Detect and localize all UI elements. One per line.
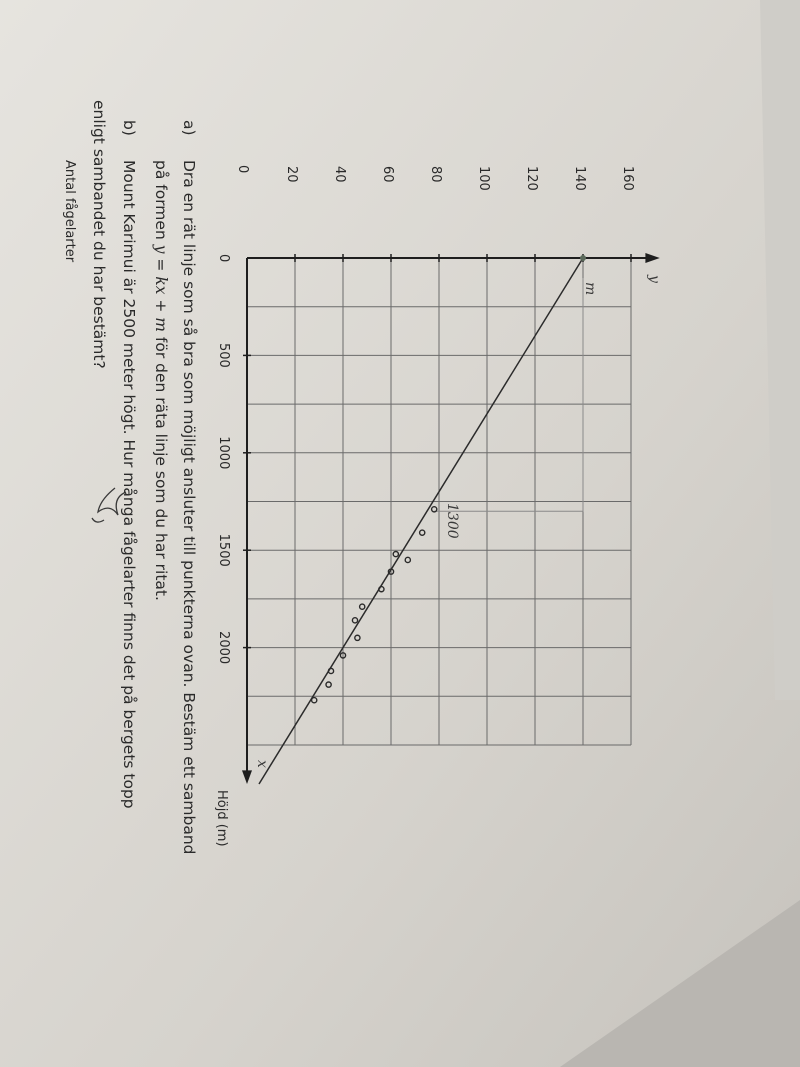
question-a-line2-pre: på formen (152, 160, 170, 245)
background-surface (560, 900, 800, 1067)
x-axis-label: Höjd (m) (214, 790, 229, 847)
formula-plus: + (152, 294, 170, 317)
chart-grid (247, 258, 632, 746)
handwritten-check-icon (91, 487, 127, 523)
data-point (404, 556, 412, 564)
formula-eq: = (152, 253, 170, 276)
data-point (339, 652, 347, 659)
x-axis-letter: x (254, 760, 270, 768)
y-origin-label: 0 (235, 165, 250, 173)
data-point (418, 529, 426, 536)
x-tick-label: 1000 (216, 436, 231, 469)
fit-line (258, 257, 584, 785)
pencil-guide-line (434, 278, 584, 512)
question-b-line2: enligt sambandet du har bestämt? (90, 100, 108, 369)
y-tick-label: 140 (572, 166, 587, 191)
paper-edge-shadow (760, 0, 800, 700)
pencil-construction-lines (434, 278, 584, 512)
question-b-marker: b) (120, 120, 138, 136)
formula-kx: kx (152, 276, 170, 294)
y-axis-label: Antal fågelarter (62, 160, 77, 263)
handwritten-m: m (582, 282, 598, 295)
data-point (310, 696, 318, 704)
x-tick-label: 500 (216, 343, 231, 368)
fit-line-group (258, 255, 586, 785)
x-tick-label: 1500 (216, 534, 231, 567)
x-tick-label: 2000 (216, 631, 231, 664)
handwritten-1300: 1300 (444, 503, 460, 539)
y-axis-arrow-icon (645, 253, 660, 263)
question-a-marker: a) (180, 120, 198, 136)
question-b-line1: Mount Karimui är 2500 meter högt. Hur må… (120, 160, 138, 809)
data-point (351, 617, 359, 624)
data-point (430, 505, 438, 513)
y-tick-label: 80 (428, 166, 443, 183)
formula-y: y (152, 244, 170, 254)
y-tick-label: 100 (476, 166, 491, 191)
data-point (358, 603, 366, 610)
data-point (327, 667, 335, 675)
y-axis-letter: y (646, 274, 662, 284)
data-point (325, 681, 332, 688)
y-tick-label: 160 (620, 166, 635, 191)
x-axis-arrow-icon (242, 770, 252, 784)
question-a-line2: på formen y = kx + m för den räta linje … (152, 160, 170, 601)
formula-m: m (152, 317, 170, 332)
intercept-dot (580, 255, 586, 261)
data-point (378, 585, 385, 593)
data-point (387, 568, 395, 575)
y-tick-label: 20 (284, 166, 299, 183)
y-tick-label: 60 (380, 166, 395, 183)
y-tick-label: 120 (524, 166, 539, 191)
x-origin-label: 0 (216, 254, 231, 262)
data-point (392, 550, 400, 558)
data-points (310, 505, 438, 704)
chart-ticks: 20 40 60 80 100 120 140 160 500 1000 1500 2000 (216, 166, 635, 664)
question-a-line2-post: för den räta linje som du har ritat. (152, 332, 170, 601)
question-a-line1: Dra en rät linje som så bra som möjligt … (180, 160, 198, 855)
data-point (354, 634, 361, 642)
y-tick-label: 40 (332, 166, 347, 183)
